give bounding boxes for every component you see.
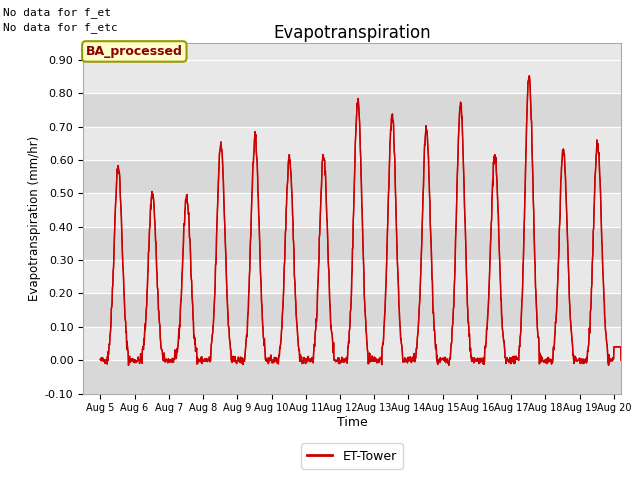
Bar — [83, 293, 621, 327]
Bar — [83, 360, 621, 394]
X-axis label: Time: Time — [337, 416, 367, 429]
Bar — [83, 93, 621, 127]
Bar — [83, 127, 621, 160]
Bar — [83, 60, 621, 93]
Bar — [83, 160, 621, 193]
Text: No data for f_et: No data for f_et — [3, 7, 111, 18]
Bar — [83, 260, 621, 293]
Y-axis label: Evapotranspiration (mm/hr): Evapotranspiration (mm/hr) — [28, 136, 41, 301]
Bar — [83, 227, 621, 260]
Text: BA_processed: BA_processed — [86, 45, 183, 58]
Bar — [83, 327, 621, 360]
Text: No data for f_etc: No data for f_etc — [3, 22, 118, 33]
Bar — [83, 193, 621, 227]
Legend: ET-Tower: ET-Tower — [301, 444, 403, 469]
Title: Evapotranspiration: Evapotranspiration — [273, 24, 431, 42]
